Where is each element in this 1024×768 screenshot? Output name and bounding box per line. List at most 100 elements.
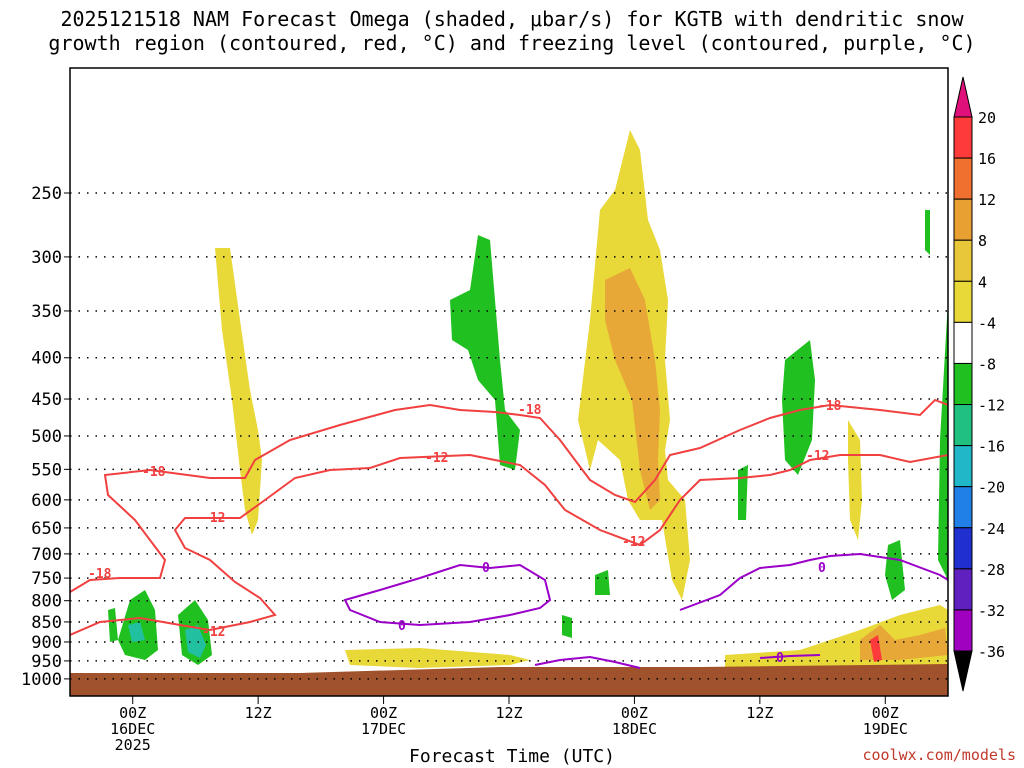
omega-region-green xyxy=(938,300,948,580)
y-tick-label: 650 xyxy=(31,519,62,539)
plot-frame xyxy=(69,67,949,697)
x-tick-label: 00Z xyxy=(370,704,397,722)
y-tick-label: 400 xyxy=(31,349,62,369)
contour-label: -12 xyxy=(622,535,645,550)
y-tick-label: 900 xyxy=(31,633,62,653)
y-tick-label: 950 xyxy=(31,652,62,672)
colorbar-swatch xyxy=(953,486,973,529)
contour-label: -18 xyxy=(88,567,112,582)
y-tick-label: 450 xyxy=(31,390,62,410)
y-tick-label: 750 xyxy=(31,569,62,589)
x-tick-label: 18DEC xyxy=(612,720,657,738)
contour-label: -12 xyxy=(806,449,829,464)
colorbar-bottom-arrow xyxy=(953,650,973,692)
omega-region-yellow xyxy=(215,248,262,535)
omega-region-green xyxy=(782,340,815,475)
colorbar-label: -36 xyxy=(978,643,1005,661)
x-tick-label: 00Z xyxy=(872,704,899,722)
contour-freezing-level xyxy=(534,655,641,669)
contour-freezing-level xyxy=(759,654,821,659)
colorbar-label: -8 xyxy=(978,355,996,373)
omega-region-green xyxy=(885,540,905,600)
y-tick-label: 800 xyxy=(31,592,62,612)
x-tick-label: 12Z xyxy=(495,704,522,722)
colorbar-swatch xyxy=(953,527,973,570)
x-tick-label: 17DEC xyxy=(361,720,406,738)
colorbar-swatch xyxy=(953,321,973,364)
contour-label: -18 xyxy=(518,403,542,418)
colorbar-label: -16 xyxy=(978,438,1005,456)
omega-region-yellow xyxy=(848,420,862,540)
colorbar-swatch xyxy=(953,198,973,241)
x-tick-label: 12Z xyxy=(746,704,773,722)
contour-dgz-minus-18 xyxy=(70,398,948,593)
omega-region-yellow xyxy=(345,648,530,668)
colorbar-swatch xyxy=(953,280,973,323)
y-axis: 2503003504004505005506006507007508008509… xyxy=(21,184,70,690)
colorbar-label: 16 xyxy=(978,150,996,168)
omega-region-green xyxy=(595,570,610,595)
colorbar-label: 20 xyxy=(978,109,996,127)
omega-region-green xyxy=(925,210,930,255)
contour-label: -12 xyxy=(425,451,448,466)
contour-label: -18 xyxy=(142,465,166,480)
y-tick-label: 600 xyxy=(31,491,62,511)
y-tick-label: 350 xyxy=(31,302,62,322)
colorbar-label: -28 xyxy=(978,561,1005,579)
contour-freezing-level xyxy=(679,552,948,611)
colorbar-label: -20 xyxy=(978,479,1005,497)
credit-link[interactable]: coolwx.com/models xyxy=(862,746,1016,764)
contour-label: 0 xyxy=(776,651,784,666)
y-tick-label: 850 xyxy=(31,613,62,633)
colorbar-label: 8 xyxy=(978,232,987,250)
omega-region-green xyxy=(738,465,748,520)
contour-label: 0 xyxy=(818,561,826,576)
colorbar-label: -12 xyxy=(978,397,1005,415)
colorbar-swatch xyxy=(953,609,973,652)
omega-region-orange xyxy=(605,268,660,510)
x-axis-label: Forecast Time (UTC) xyxy=(409,746,615,767)
contour-freezing-level xyxy=(343,563,552,627)
omega-region-teal xyxy=(128,622,145,642)
colorbar-label: 12 xyxy=(978,191,996,209)
omega-region-green xyxy=(450,235,520,470)
omega-region-teal xyxy=(185,625,206,658)
contour-label: 0 xyxy=(398,619,406,634)
ground-terrain xyxy=(70,664,948,696)
colorbar-swatch xyxy=(953,116,973,159)
chart-title-line-2: growth region (contoured, red, °C) and f… xyxy=(48,31,976,55)
chart-title-line-1: 2025121518 NAM Forecast Omega (shaded, μ… xyxy=(60,7,964,31)
y-tick-label: 700 xyxy=(31,545,62,565)
colorbar-swatch xyxy=(953,404,973,447)
y-tick-label: 1000 xyxy=(21,670,62,690)
colorbar-swatch xyxy=(953,157,973,200)
y-tick-label: 500 xyxy=(31,427,62,447)
contour-label: -12 xyxy=(202,625,225,640)
x-tick-label: 2025 xyxy=(115,736,151,754)
colorbar-swatch xyxy=(953,239,973,282)
colorbar-label: -32 xyxy=(978,602,1005,620)
colorbar-swatch xyxy=(953,445,973,488)
colorbar-label: 4 xyxy=(978,273,987,291)
contour-label: 0 xyxy=(482,561,490,576)
colorbar-swatch xyxy=(953,362,973,406)
colorbar-label: -24 xyxy=(978,520,1005,538)
contour-label: -18 xyxy=(818,399,842,414)
omega-region-green xyxy=(562,615,572,638)
x-tick-label: 19DEC xyxy=(863,720,908,738)
y-tick-label: 250 xyxy=(31,184,62,204)
omega-region-green xyxy=(108,608,118,642)
y-tick-label: 300 xyxy=(31,248,62,268)
x-tick-label: 16DEC xyxy=(110,720,155,738)
colorbar: 20 16 12 8 4 -4 -8 -12 -16 -20 -24 -28 -32 -36 xyxy=(953,76,1005,692)
colorbar-top-arrow xyxy=(953,76,973,118)
grid-lines xyxy=(70,192,948,680)
x-tick-label: 00Z xyxy=(621,704,648,722)
contour-label: -12 xyxy=(202,511,225,526)
contour-dgz-minus-12 xyxy=(70,453,948,636)
x-tick-label: 00Z xyxy=(119,704,146,722)
x-tick-label: 12Z xyxy=(245,704,272,722)
colorbar-label: -4 xyxy=(978,314,996,332)
